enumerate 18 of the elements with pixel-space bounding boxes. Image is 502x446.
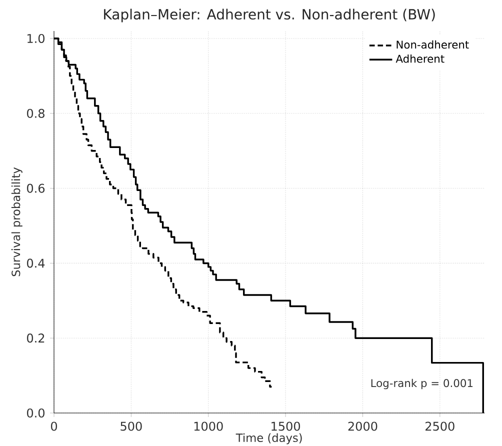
x-tick-label: 1500 — [272, 422, 300, 431]
x-tick-label: 2000 — [348, 422, 378, 431]
y-axis-title: Survival probability — [11, 167, 22, 276]
x-tick-label: 500 — [120, 422, 142, 431]
y-tick-label: 0.4 — [27, 258, 45, 268]
legend-label: Adherent — [396, 54, 444, 63]
y-tick-label: 0.2 — [27, 334, 44, 343]
y-tick-label: 0.8 — [27, 108, 44, 118]
y-tick-label: 1.0 — [28, 34, 44, 44]
x-tick-label: 2500 — [426, 422, 454, 431]
x-tick-label: 1000 — [194, 422, 223, 431]
chart-title: Kaplan–Meier: Adherent vs. Non-adherent (BW) — [104, 8, 435, 22]
y-tick-label: 0.6 — [27, 184, 45, 193]
legend-label: Non-adherent — [396, 40, 469, 49]
y-tick-label: 0.0 — [27, 408, 44, 418]
annotation: Log-rank p = 0.001 — [371, 378, 473, 390]
x-axis-title: Time (days) — [236, 433, 302, 444]
x-tick-label: 0 — [50, 422, 58, 431]
